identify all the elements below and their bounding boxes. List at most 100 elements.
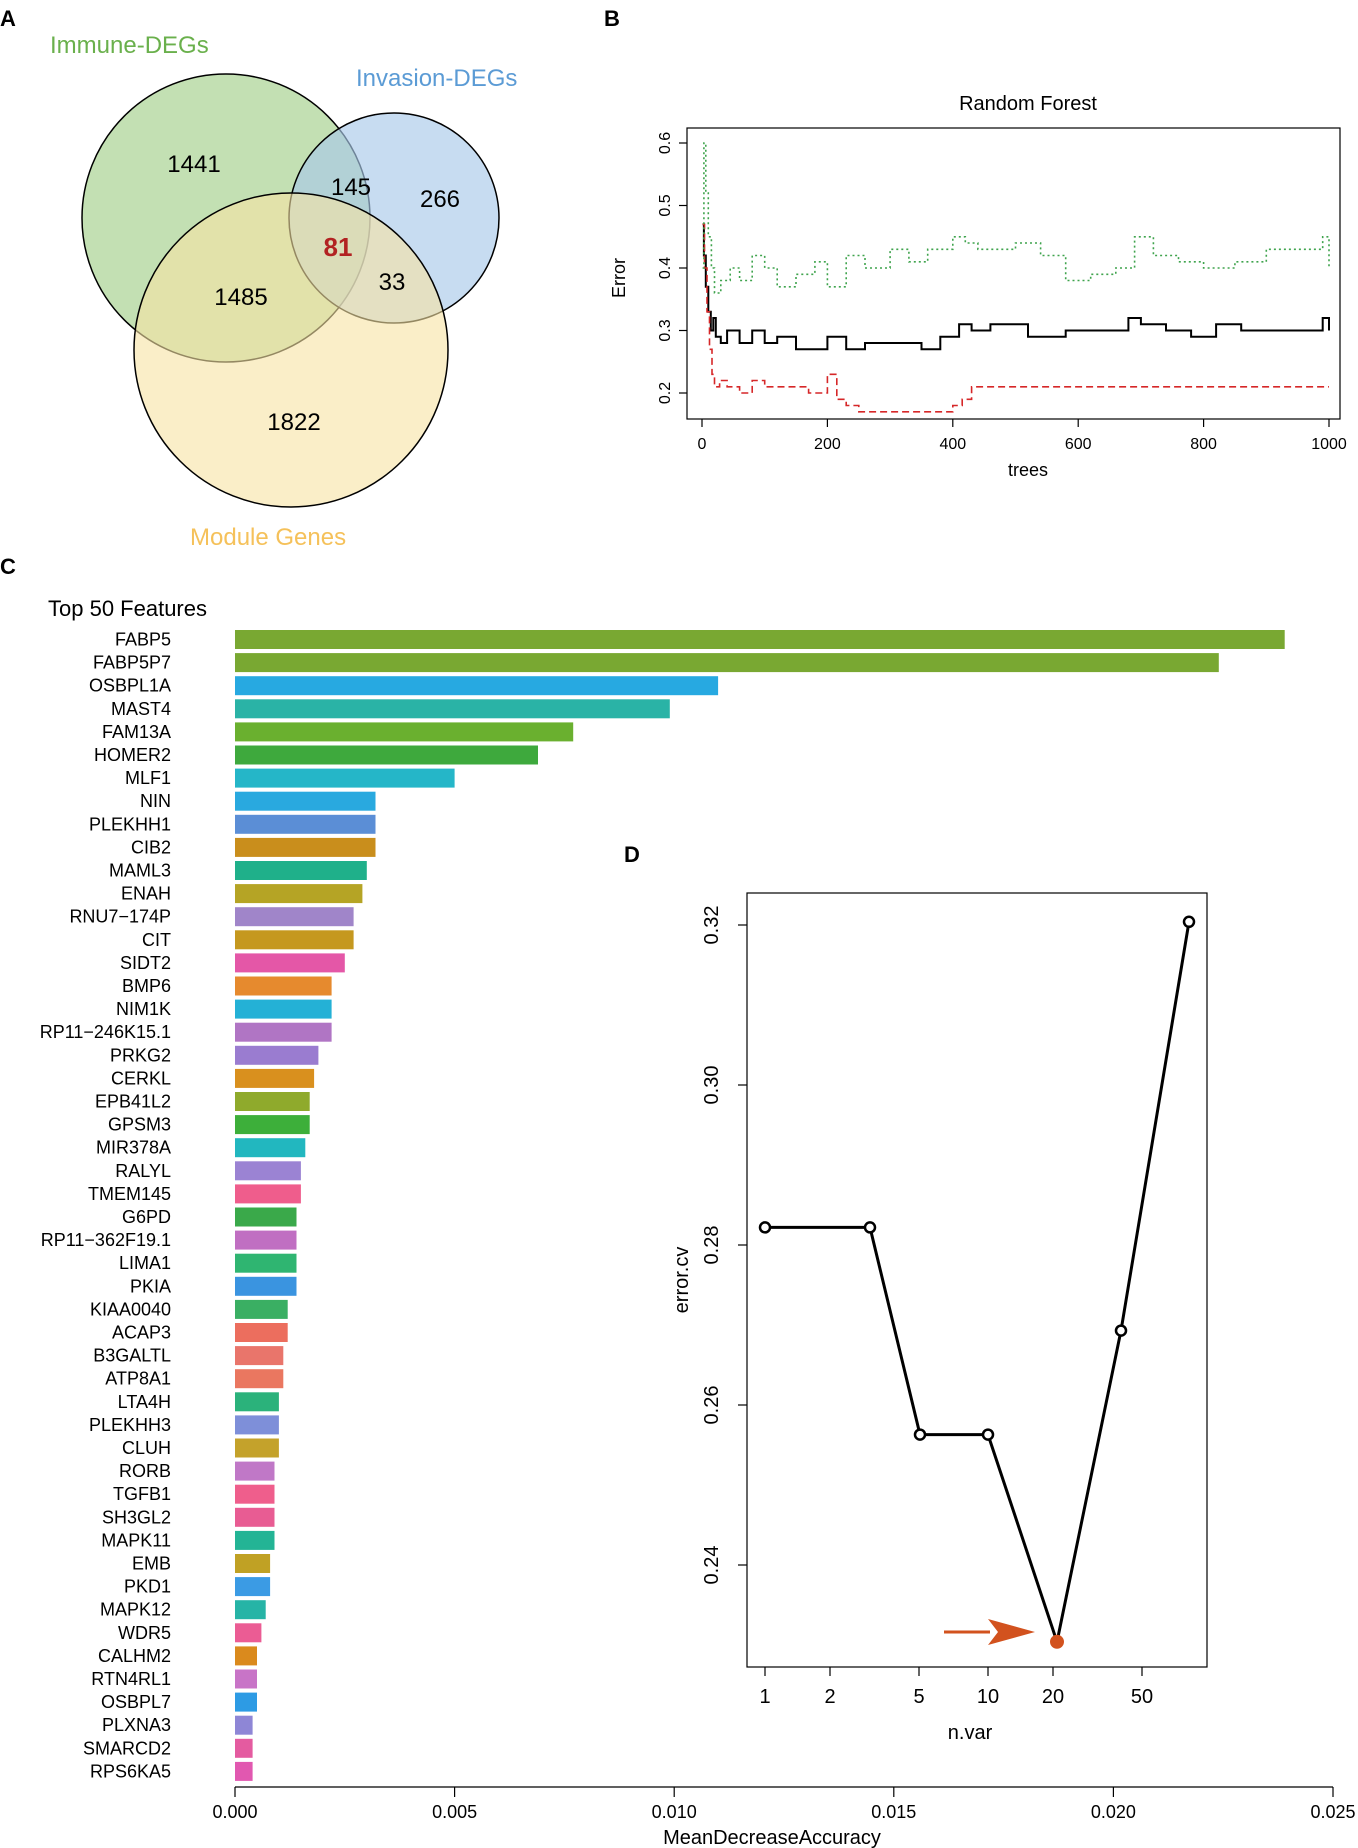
cv-x-label: n.var	[948, 1722, 993, 1744]
cv-y-tick-label: 0.26	[701, 1386, 723, 1425]
cv-error-plot: 1 2 5 10 20 50 0.24 0.26 0.28 0.30 0.32 n.var err…	[671, 892, 1208, 1744]
feature-label: B3GALTL	[93, 1346, 171, 1366]
cv-point	[863, 1221, 877, 1234]
feature-label: RTN4RL1	[91, 1669, 171, 1689]
venn-label-invasion: Invasion-DEGs	[356, 65, 517, 92]
cv-x-tick-label: 1	[759, 1686, 770, 1708]
feature-label: MAST4	[111, 699, 171, 719]
cv-line	[758, 915, 1196, 1649]
feature-bar	[235, 630, 1285, 649]
feature-label: ENAH	[121, 884, 171, 904]
venn-count-all-three: 81	[324, 232, 353, 262]
feature-bar	[235, 1045, 319, 1065]
feature-bar	[235, 953, 345, 973]
feature-label: SMARCD2	[83, 1738, 171, 1758]
feature-label: CALHM2	[98, 1646, 171, 1666]
feature-label: WDR5	[118, 1623, 171, 1643]
feature-label: LTA4H	[118, 1392, 171, 1412]
feature-label: RPS6KA5	[90, 1761, 171, 1781]
features-x-tick-label: 0.005	[432, 1802, 477, 1822]
feature-bar	[235, 1761, 253, 1781]
feature-label: RP11−246K15.1	[40, 1022, 171, 1042]
feature-bars	[235, 630, 1285, 1781]
feature-bar	[235, 1392, 279, 1412]
optimum-arrow	[944, 1619, 1035, 1645]
cv-point	[1182, 915, 1196, 929]
cv-x-ticks: 1 2 5 10 20 50	[759, 1667, 1153, 1708]
venn-diagram: Immune-DEGs Invasion-DEGs Module Genes 1…	[50, 32, 517, 551]
rf-y-tick-label: 0.6	[657, 132, 674, 154]
feature-bar	[235, 676, 719, 696]
feature-bar	[235, 1461, 275, 1481]
rf-x-label: trees	[1008, 460, 1048, 480]
rf-x-tick-label: 200	[814, 436, 841, 453]
feature-label: SIDT2	[120, 953, 171, 973]
cv-point	[913, 1428, 927, 1441]
feature-bar	[235, 745, 538, 765]
rf-lines	[702, 142, 1330, 413]
feature-bar	[235, 1577, 271, 1597]
feature-bar	[235, 1600, 266, 1620]
feature-bar	[235, 1646, 257, 1666]
cv-y-tick-label: 0.30	[701, 1066, 723, 1105]
rf-y-tick-label: 0.4	[657, 257, 674, 279]
feature-label: PLEKHH3	[89, 1415, 171, 1435]
feature-label: PLXNA3	[102, 1715, 171, 1735]
feature-label: ACAP3	[112, 1323, 171, 1343]
feature-bar	[235, 814, 376, 834]
feature-bar	[235, 1299, 288, 1319]
feature-label: MAPK12	[100, 1600, 171, 1620]
feature-bar	[235, 1415, 279, 1435]
features-x-tick-label: 0.015	[871, 1802, 916, 1822]
feature-bar	[235, 930, 354, 950]
feature-label: ATP8A1	[105, 1369, 171, 1389]
cv-point	[1114, 1324, 1128, 1337]
features-x-tick-label: 0.000	[212, 1802, 257, 1822]
feature-bar	[235, 699, 670, 719]
feature-label: MAML3	[109, 861, 171, 881]
feature-label: NIM1K	[116, 999, 171, 1019]
feature-bar	[235, 1669, 257, 1689]
feature-bar	[235, 1115, 310, 1135]
feature-label: FABP5	[115, 630, 171, 650]
venn-count-module-only: 1822	[267, 409, 320, 436]
feature-bar	[235, 1022, 332, 1042]
feature-label: OSBPL1A	[89, 676, 171, 696]
feature-bar	[235, 999, 332, 1019]
cv-background	[747, 893, 1207, 1667]
rf-x-ticks: 0 200 400 600 800 1000	[698, 419, 1347, 453]
rf-title: Random Forest	[959, 93, 1097, 115]
feature-label: RORB	[119, 1461, 171, 1481]
feature-bar	[235, 861, 367, 880]
feature-bar	[235, 1276, 297, 1296]
feature-label: RALYL	[115, 1161, 171, 1181]
feature-label: PRKG2	[110, 1045, 171, 1065]
feature-bar	[235, 1138, 306, 1158]
cv-y-ticks: 0.24 0.26 0.28 0.30 0.32	[701, 906, 747, 1584]
feature-label: EMB	[132, 1554, 171, 1574]
feature-bar	[235, 1369, 284, 1389]
feature-label: FABP5P7	[93, 653, 171, 673]
cv-x-tick-label: 20	[1042, 1686, 1064, 1708]
feature-bar	[235, 1068, 315, 1088]
features-x-label: MeanDecreaseAccuracy	[663, 1827, 881, 1848]
feature-bar	[235, 1207, 297, 1227]
rf-y-ticks: 0.2 0.3 0.4 0.5 0.6	[657, 132, 687, 404]
feature-label: PKIA	[130, 1276, 171, 1296]
feature-label: KIAA0040	[90, 1299, 171, 1319]
features-x-tick-label: 0.010	[652, 1802, 697, 1822]
feature-label: MIR378A	[96, 1138, 171, 1158]
feature-label: PKD1	[124, 1577, 171, 1597]
feature-bar	[235, 1507, 275, 1527]
feature-bar	[235, 768, 455, 788]
feature-bar	[235, 1184, 301, 1204]
feature-label: MLF1	[125, 768, 171, 788]
feature-label: HOMER2	[94, 745, 171, 765]
feature-bar	[235, 1092, 310, 1111]
feature-bar	[235, 1623, 262, 1643]
features-title: Top 50 Features	[48, 596, 207, 621]
venn-count-invasion-module: 33	[379, 269, 406, 296]
feature-label: CIT	[142, 930, 171, 950]
feature-bar	[235, 1692, 257, 1712]
